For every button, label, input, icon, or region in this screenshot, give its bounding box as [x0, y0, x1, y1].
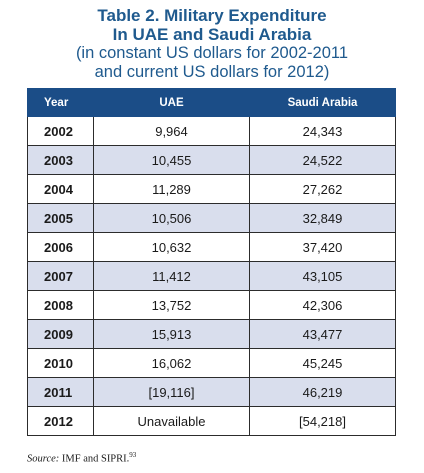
cell-uae: 10,506 [93, 203, 250, 233]
cell-saudi-arabia: 46,219 [249, 377, 396, 407]
cell-uae: 15,913 [93, 319, 250, 349]
table-row: 2004 11,289 27,262 [27, 174, 396, 204]
header-year: Year [27, 88, 94, 117]
cell-uae: 11,412 [93, 261, 250, 291]
cell-saudi-arabia: 27,262 [249, 174, 396, 204]
table-row: 2007 11,412 43,105 [27, 261, 396, 291]
table-row: 2011 [19,116] 46,219 [27, 377, 396, 407]
cell-saudi-arabia: 24,343 [249, 116, 396, 146]
cell-uae: 13,752 [93, 290, 250, 320]
table-row: 2008 13,752 42,306 [27, 290, 396, 320]
cell-uae: 11,289 [93, 174, 250, 204]
header-saudi-arabia: Saudi Arabia [249, 88, 396, 117]
cell-year: 2002 [27, 116, 94, 146]
subtitle-line-1: (in constant US dollars for 2002-2011 [75, 44, 349, 62]
cell-year: 2003 [27, 145, 94, 175]
cell-saudi-arabia: 37,420 [249, 232, 396, 262]
cell-uae: Unavailable [93, 406, 250, 436]
cell-uae: 10,632 [93, 232, 250, 262]
table-row: 2002 9,964 24,343 [27, 116, 396, 146]
table-row: 2010 16,062 45,245 [27, 348, 396, 378]
table-title: Table 2. Military Expenditure In UAE and… [0, 6, 424, 82]
cell-saudi-arabia: [54,218] [249, 406, 396, 436]
table-row: 2005 10,506 32,849 [27, 203, 396, 233]
cell-saudi-arabia: 24,522 [249, 145, 396, 175]
source-footnote-ref: 93 [129, 451, 137, 459]
title-line-1: Table 2. Military Expenditure [97, 6, 327, 25]
cell-year: 2007 [27, 261, 94, 291]
cell-year: 2005 [27, 203, 94, 233]
table-header-row: Year UAE Saudi Arabia [27, 88, 396, 117]
cell-saudi-arabia: 32,849 [249, 203, 396, 233]
header-uae: UAE [93, 88, 250, 117]
subtitle-line-2: and current US dollars for 2012) [94, 63, 330, 81]
title-line-2: In UAE and Saudi Arabia [112, 25, 312, 44]
cell-year: 2009 [27, 319, 94, 349]
cell-saudi-arabia: 43,477 [249, 319, 396, 349]
cell-year: 2011 [27, 377, 94, 407]
cell-saudi-arabia: 42,306 [249, 290, 396, 320]
cell-uae: 16,062 [93, 348, 250, 378]
cell-year: 2006 [27, 232, 94, 262]
cell-year: 2010 [27, 348, 94, 378]
cell-saudi-arabia: 45,245 [249, 348, 396, 378]
cell-uae: 10,455 [93, 145, 250, 175]
cell-year: 2008 [27, 290, 94, 320]
cell-year: 2012 [27, 406, 94, 436]
cell-year: 2004 [27, 174, 94, 204]
table-row: 2012 Unavailable [54,218] [27, 406, 396, 436]
table-row: 2003 10,455 24,522 [27, 145, 396, 175]
cell-saudi-arabia: 43,105 [249, 261, 396, 291]
source-label: Source: [27, 453, 60, 465]
source-note: Source: IMF and SIPRI.93 [27, 451, 136, 465]
table-row: 2006 10,632 37,420 [27, 232, 396, 262]
cell-uae: [19,116] [93, 377, 250, 407]
cell-uae: 9,964 [93, 116, 250, 146]
expenditure-table: Year UAE Saudi Arabia 2002 9,964 24,343 … [27, 88, 396, 436]
table-row: 2009 15,913 43,477 [27, 319, 396, 349]
source-text: IMF and SIPRI. [61, 453, 130, 465]
